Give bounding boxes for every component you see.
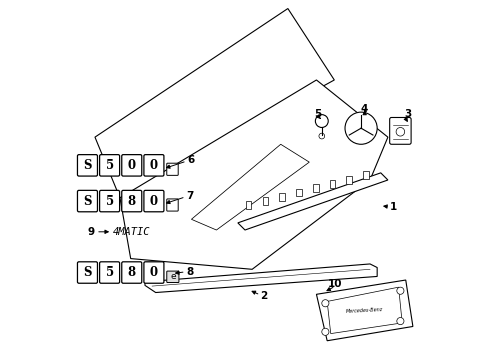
Circle shape	[322, 328, 329, 336]
Polygon shape	[120, 80, 388, 269]
Circle shape	[397, 318, 404, 325]
Text: 8: 8	[128, 266, 136, 279]
Text: 0: 0	[150, 159, 158, 172]
FancyBboxPatch shape	[77, 155, 98, 176]
Text: 0: 0	[150, 266, 158, 279]
Circle shape	[316, 114, 328, 127]
Text: 8: 8	[128, 194, 136, 208]
Text: 0: 0	[150, 194, 158, 208]
FancyBboxPatch shape	[77, 262, 98, 283]
Circle shape	[345, 112, 377, 144]
FancyBboxPatch shape	[77, 190, 98, 212]
Bar	[279, 193, 285, 201]
FancyBboxPatch shape	[122, 190, 142, 212]
Text: S: S	[83, 159, 92, 172]
FancyBboxPatch shape	[167, 199, 178, 211]
FancyBboxPatch shape	[167, 271, 179, 283]
Bar	[296, 189, 302, 197]
Circle shape	[396, 127, 405, 136]
Bar	[263, 197, 268, 205]
Bar	[313, 184, 318, 192]
Text: 6: 6	[187, 155, 195, 165]
Polygon shape	[327, 287, 402, 334]
Text: 5: 5	[315, 109, 322, 119]
Text: 2: 2	[260, 291, 268, 301]
Text: 1: 1	[390, 202, 397, 212]
Circle shape	[397, 287, 404, 294]
FancyBboxPatch shape	[167, 163, 178, 175]
FancyBboxPatch shape	[122, 262, 142, 283]
Text: 7: 7	[186, 191, 194, 201]
Text: Mercedes-Benz: Mercedes-Benz	[346, 307, 383, 314]
Polygon shape	[95, 9, 334, 198]
Bar	[363, 171, 369, 179]
Polygon shape	[192, 144, 309, 230]
Bar	[330, 180, 335, 188]
Text: 9: 9	[87, 227, 94, 237]
Text: 8: 8	[186, 267, 194, 277]
FancyBboxPatch shape	[99, 190, 120, 212]
FancyBboxPatch shape	[99, 262, 120, 283]
Bar	[245, 202, 251, 209]
FancyBboxPatch shape	[122, 155, 142, 176]
Polygon shape	[145, 264, 377, 293]
FancyBboxPatch shape	[144, 155, 164, 176]
FancyBboxPatch shape	[390, 117, 411, 144]
FancyBboxPatch shape	[144, 262, 164, 283]
Text: 5: 5	[105, 159, 114, 172]
FancyBboxPatch shape	[99, 155, 120, 176]
Text: e: e	[170, 272, 175, 281]
Text: 4MATIC: 4MATIC	[113, 227, 150, 237]
Text: 5: 5	[105, 266, 114, 279]
Text: 0: 0	[128, 159, 136, 172]
Bar	[346, 176, 352, 184]
Polygon shape	[238, 173, 388, 230]
Text: 10: 10	[328, 279, 343, 289]
Text: S: S	[83, 266, 92, 279]
Circle shape	[319, 133, 325, 139]
Text: S: S	[83, 194, 92, 208]
Circle shape	[322, 300, 329, 307]
Text: 3: 3	[404, 109, 411, 119]
FancyBboxPatch shape	[144, 190, 164, 212]
Polygon shape	[317, 280, 413, 341]
Text: 5: 5	[105, 194, 114, 208]
Text: 4: 4	[361, 104, 368, 113]
